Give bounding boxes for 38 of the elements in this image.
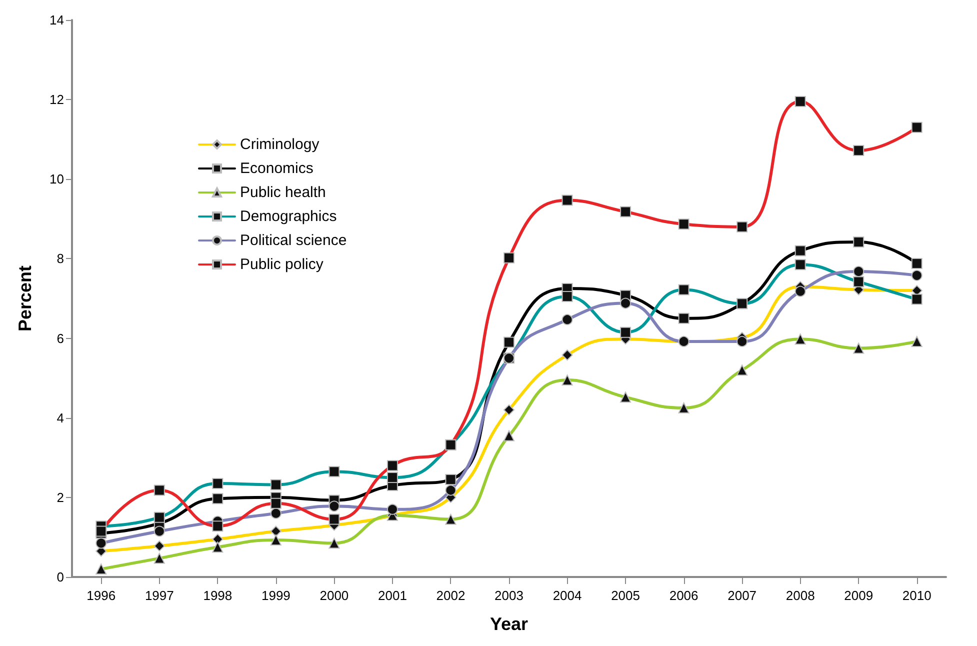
point: [853, 236, 864, 248]
y-axis-title: Percent: [15, 265, 35, 332]
y-tick-label: 14: [50, 12, 64, 28]
x-tick-label: 2009: [844, 588, 874, 603]
legend-label: Political science: [240, 232, 347, 249]
y-tick-label: 8: [56, 251, 64, 266]
legend-label: Criminology: [240, 136, 320, 153]
y-tick-label: 0: [56, 570, 64, 584]
legend-label: Economics: [240, 160, 314, 177]
point: [445, 474, 456, 486]
legend-label: Public health: [240, 184, 326, 201]
point: [212, 493, 224, 504]
point: [911, 258, 922, 269]
point: [678, 312, 690, 324]
point: [504, 336, 514, 348]
x-tick-label: 1998: [203, 588, 232, 603]
x-tick-label: 2001: [378, 588, 407, 603]
x-tick-label: 2000: [320, 588, 349, 603]
y-tick-label: 12: [50, 92, 64, 108]
y-tick-label: 4: [56, 410, 64, 426]
y-tick-label: 2: [56, 490, 64, 505]
x-tick-label: 2004: [552, 588, 582, 603]
x-tick-label: 2008: [786, 588, 815, 603]
y-tick-label: 6: [56, 330, 64, 346]
x-tick-label: 1996: [86, 588, 116, 603]
x-tick-label: 2007: [728, 588, 757, 603]
point: [794, 245, 806, 256]
legend-label: Public policy: [240, 256, 324, 273]
x-tick-label: 2010: [902, 588, 932, 603]
x-tick-label: 1999: [261, 588, 290, 603]
x-tick-label: 2002: [436, 588, 466, 603]
x-tick-label: 2003: [494, 588, 524, 603]
y-tick-label: 10: [50, 172, 64, 187]
legend-label: Demographics: [240, 208, 337, 225]
x-tick-label: 1997: [144, 588, 174, 603]
x-tick-label: 2005: [611, 588, 640, 603]
x-tick-label: 2006: [669, 588, 698, 603]
x-axis-title: Year: [490, 614, 528, 634]
